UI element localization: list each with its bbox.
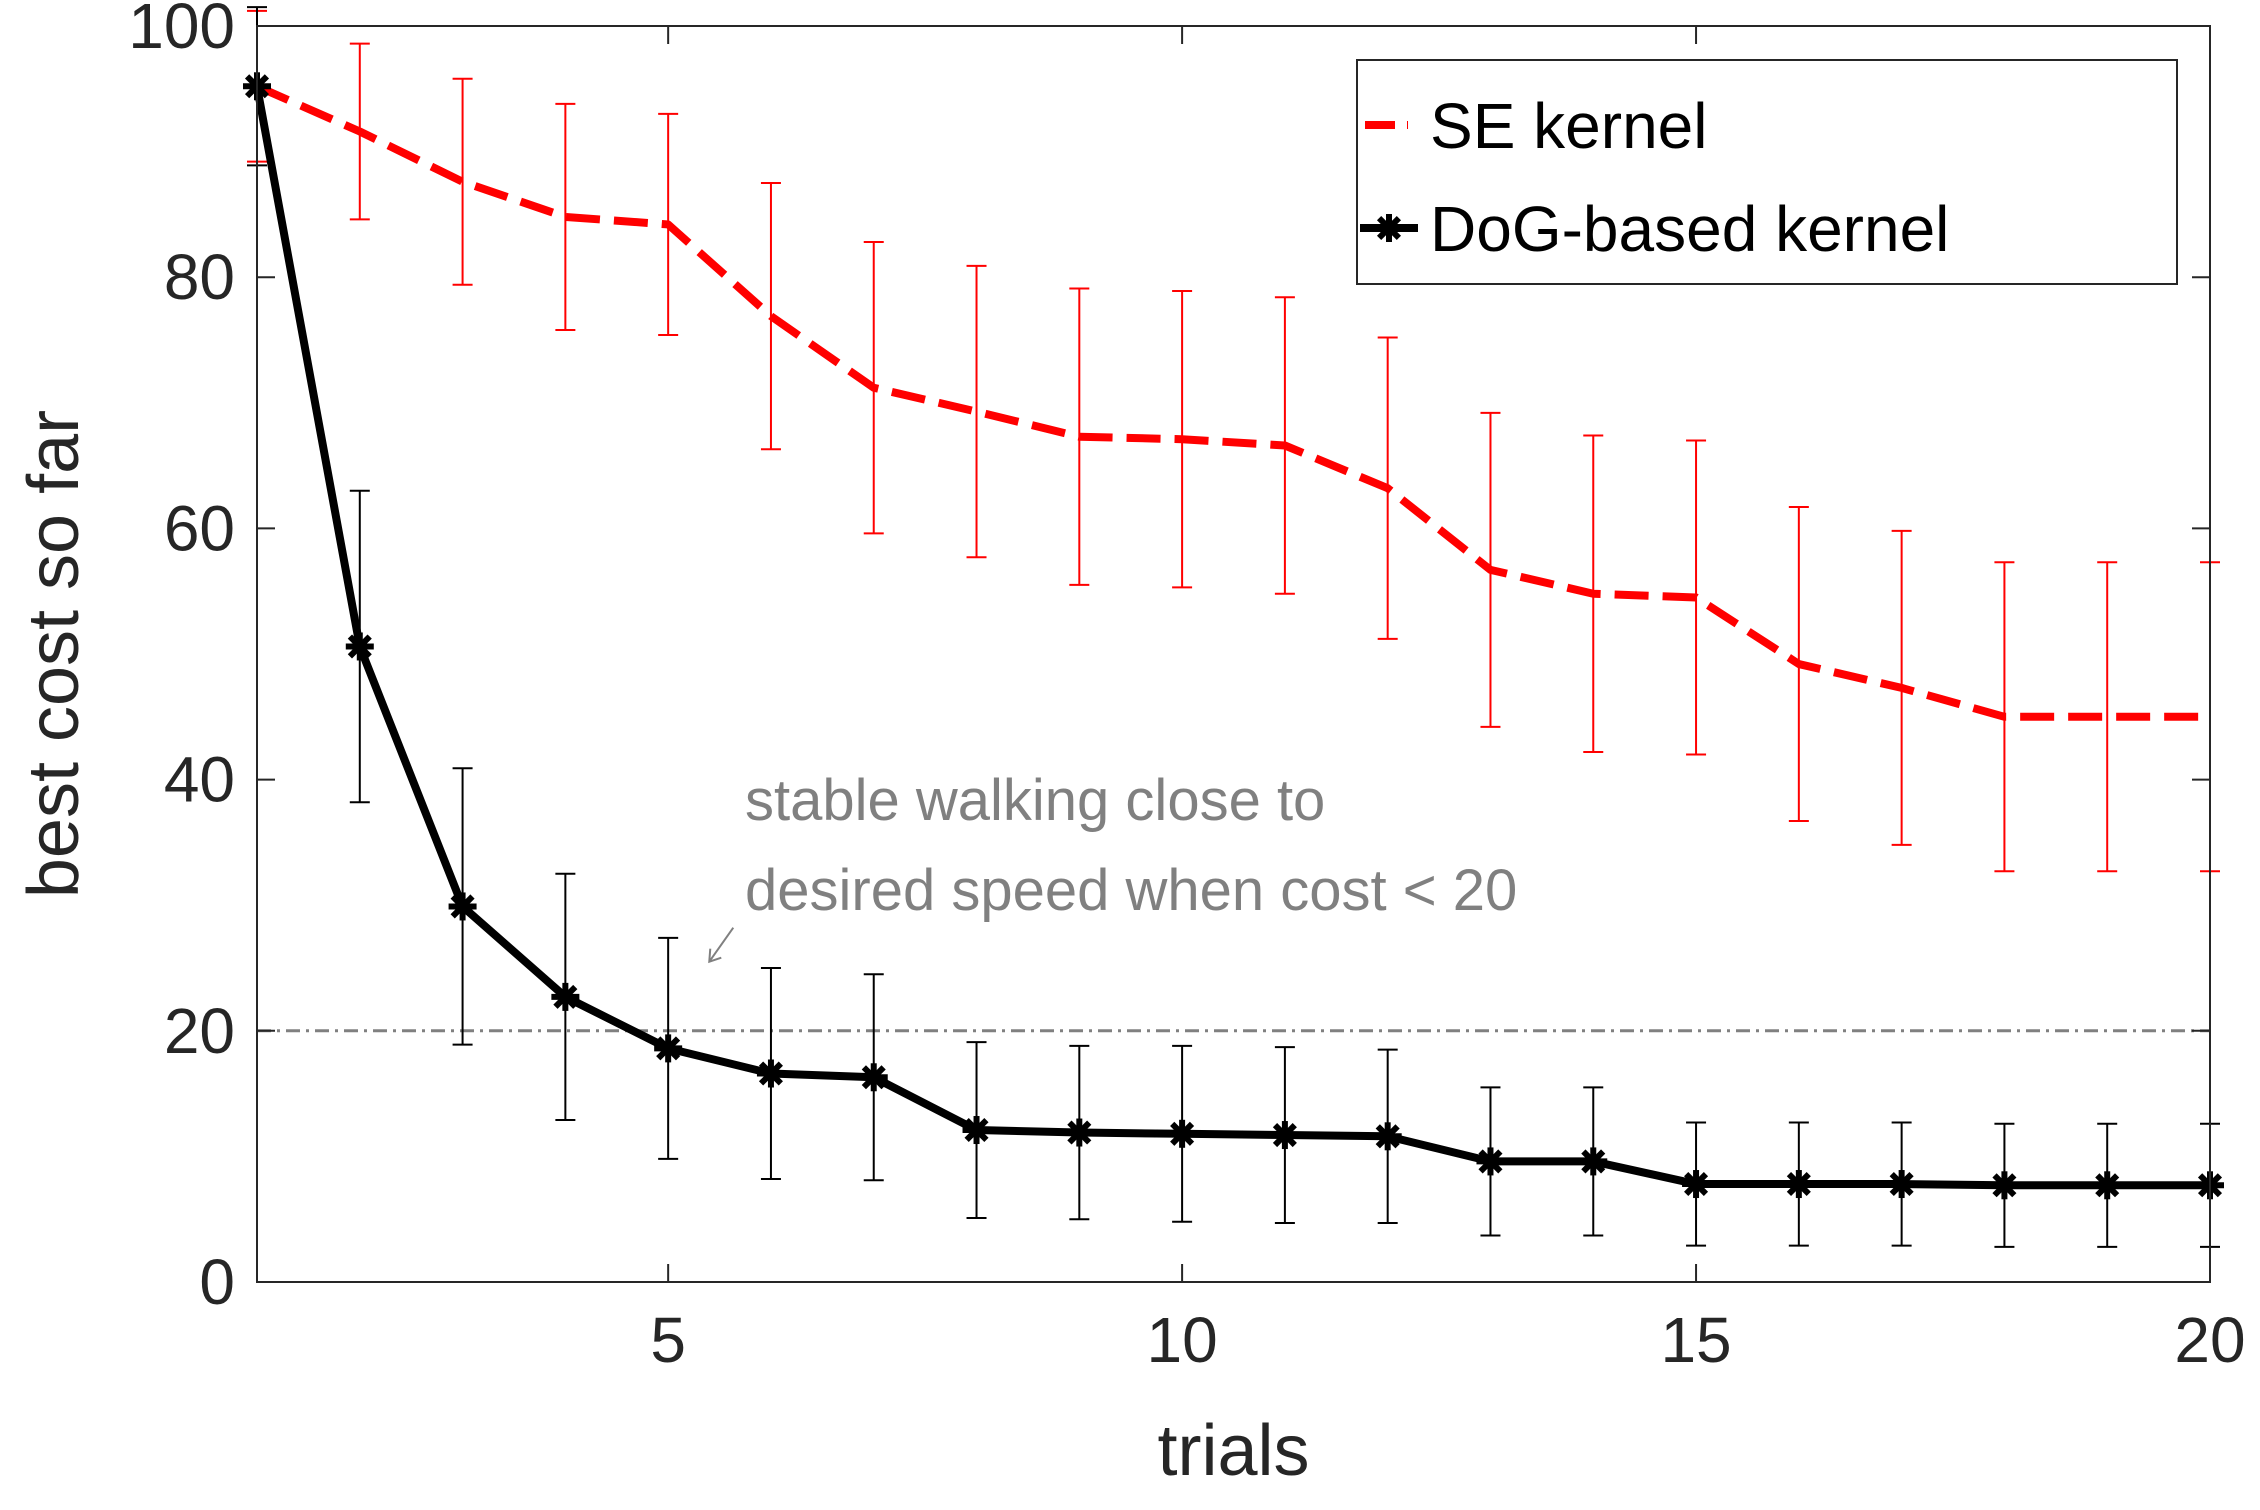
annotation-arrow-head: [708, 948, 722, 964]
legend-marker-stroke-group: [1375, 214, 1403, 242]
data-point-dog-kernel: [1373, 1122, 1402, 1151]
data-point-dog-kernel: [1476, 1147, 1505, 1176]
data-point-dog-kernel: [1784, 1170, 1813, 1199]
data-point-dog-kernel: [448, 892, 477, 921]
series-line-se-kernel: [255, 82, 2210, 721]
legend: SE kernel DoG-based kernel: [1356, 59, 2178, 285]
y-tick-label: 100: [128, 0, 235, 62]
data-point-dog-kernel: [1990, 1171, 2019, 1200]
data-point-dog-kernel: [1270, 1121, 1299, 1150]
series-dog-kernel: [243, 6, 2224, 1248]
y-tick-label: 20: [164, 995, 235, 1067]
data-point-dog-kernel: [1682, 1170, 1711, 1199]
data-point-dog-kernel-stroke: [1170, 1121, 1195, 1146]
legend-marker-asterisk: [1375, 214, 1403, 242]
data-point-dog-kernel: [1065, 1118, 1094, 1147]
data-point-dog-kernel-stroke: [1375, 1124, 1400, 1149]
series-layer: [243, 6, 2224, 1248]
data-point-dog-kernel-stroke: [1684, 1172, 1709, 1197]
y-tick-label: 0: [199, 1246, 235, 1318]
error-bar-se-kernel: [452, 77, 473, 286]
data-point-dog-kernel: [1168, 1119, 1197, 1148]
data-point-dog-kernel-stroke: [2095, 1173, 2120, 1198]
legend-box: [1356, 59, 2178, 285]
data-point-dog-kernel: [859, 1063, 888, 1092]
data-point-dog-kernel-stroke: [553, 984, 578, 1009]
data-point-dog-kernel-stroke: [1786, 1172, 1811, 1197]
axes-layer: 5 10 15 20 0 20 40 60 80 100 trials best cost so fa…: [14, 0, 2246, 1491]
x-axis-label: trials: [1157, 1411, 1309, 1491]
data-point-dog-kernel-stroke: [1889, 1172, 1914, 1197]
data-point-dog-kernel-stroke: [347, 634, 372, 659]
error-bar-se-kernel: [966, 264, 987, 559]
data-point-dog-kernel-stroke: [861, 1065, 886, 1090]
data-point-dog-kernel-stroke: [964, 1118, 989, 1143]
data-point-dog-kernel: [1579, 1147, 1608, 1176]
data-point-dog-kernel: [2093, 1171, 2122, 1200]
data-point-dog-kernel: [962, 1116, 991, 1145]
data-point-dog-kernel-stroke: [1992, 1173, 2017, 1198]
y-axis-label: best cost so far: [14, 410, 94, 898]
y-tick-label: 80: [164, 241, 235, 313]
data-point-dog-kernel-stroke: [1581, 1149, 1606, 1174]
axes-box: [256, 25, 2211, 1283]
series-line-dog-kernel: [253, 85, 2210, 1190]
data-point-dog-kernel-stroke: [1478, 1149, 1503, 1174]
x-tick-label: 5: [650, 1304, 686, 1376]
annotation-arrow-shaft: [708, 927, 735, 963]
annotation-layer: stable walking close to desired speed wh…: [708, 768, 1517, 964]
x-tick-label: 10: [1147, 1304, 1218, 1376]
legend-label-dog-kernel: DoG-based kernel: [1430, 193, 1949, 265]
data-point-dog-kernel: [756, 1059, 785, 1088]
annotation-line-2: desired speed when cost < 20: [745, 858, 1517, 923]
x-tick-label: 20: [2174, 1304, 2245, 1376]
y-tick-label: 60: [164, 492, 235, 564]
data-point-dog-kernel-stroke: [656, 1036, 681, 1061]
data-point-dog-kernel-stroke: [1067, 1120, 1092, 1145]
error-bar-se-kernel: [555, 102, 576, 331]
data-point-dog-kernel: [345, 632, 374, 661]
data-point-dog-kernel: [654, 1034, 683, 1063]
data-point-dog-kernel: [1887, 1170, 1916, 1199]
data-point-dog-kernel-stroke: [758, 1061, 783, 1086]
legend-label-se-kernel: SE kernel: [1430, 90, 1707, 162]
x-tick-label: 15: [1660, 1304, 1731, 1376]
y-tick-label: 40: [164, 744, 235, 816]
data-point-dog-kernel: [551, 982, 580, 1011]
data-point-dog-kernel-stroke: [450, 894, 475, 919]
error-bar-se-kernel: [2097, 561, 2118, 873]
data-point-dog-kernel-stroke: [1272, 1123, 1297, 1148]
annotation-line-1: stable walking close to: [745, 768, 1325, 833]
legend-marker-stroke-group-stroke: [1376, 215, 1402, 241]
